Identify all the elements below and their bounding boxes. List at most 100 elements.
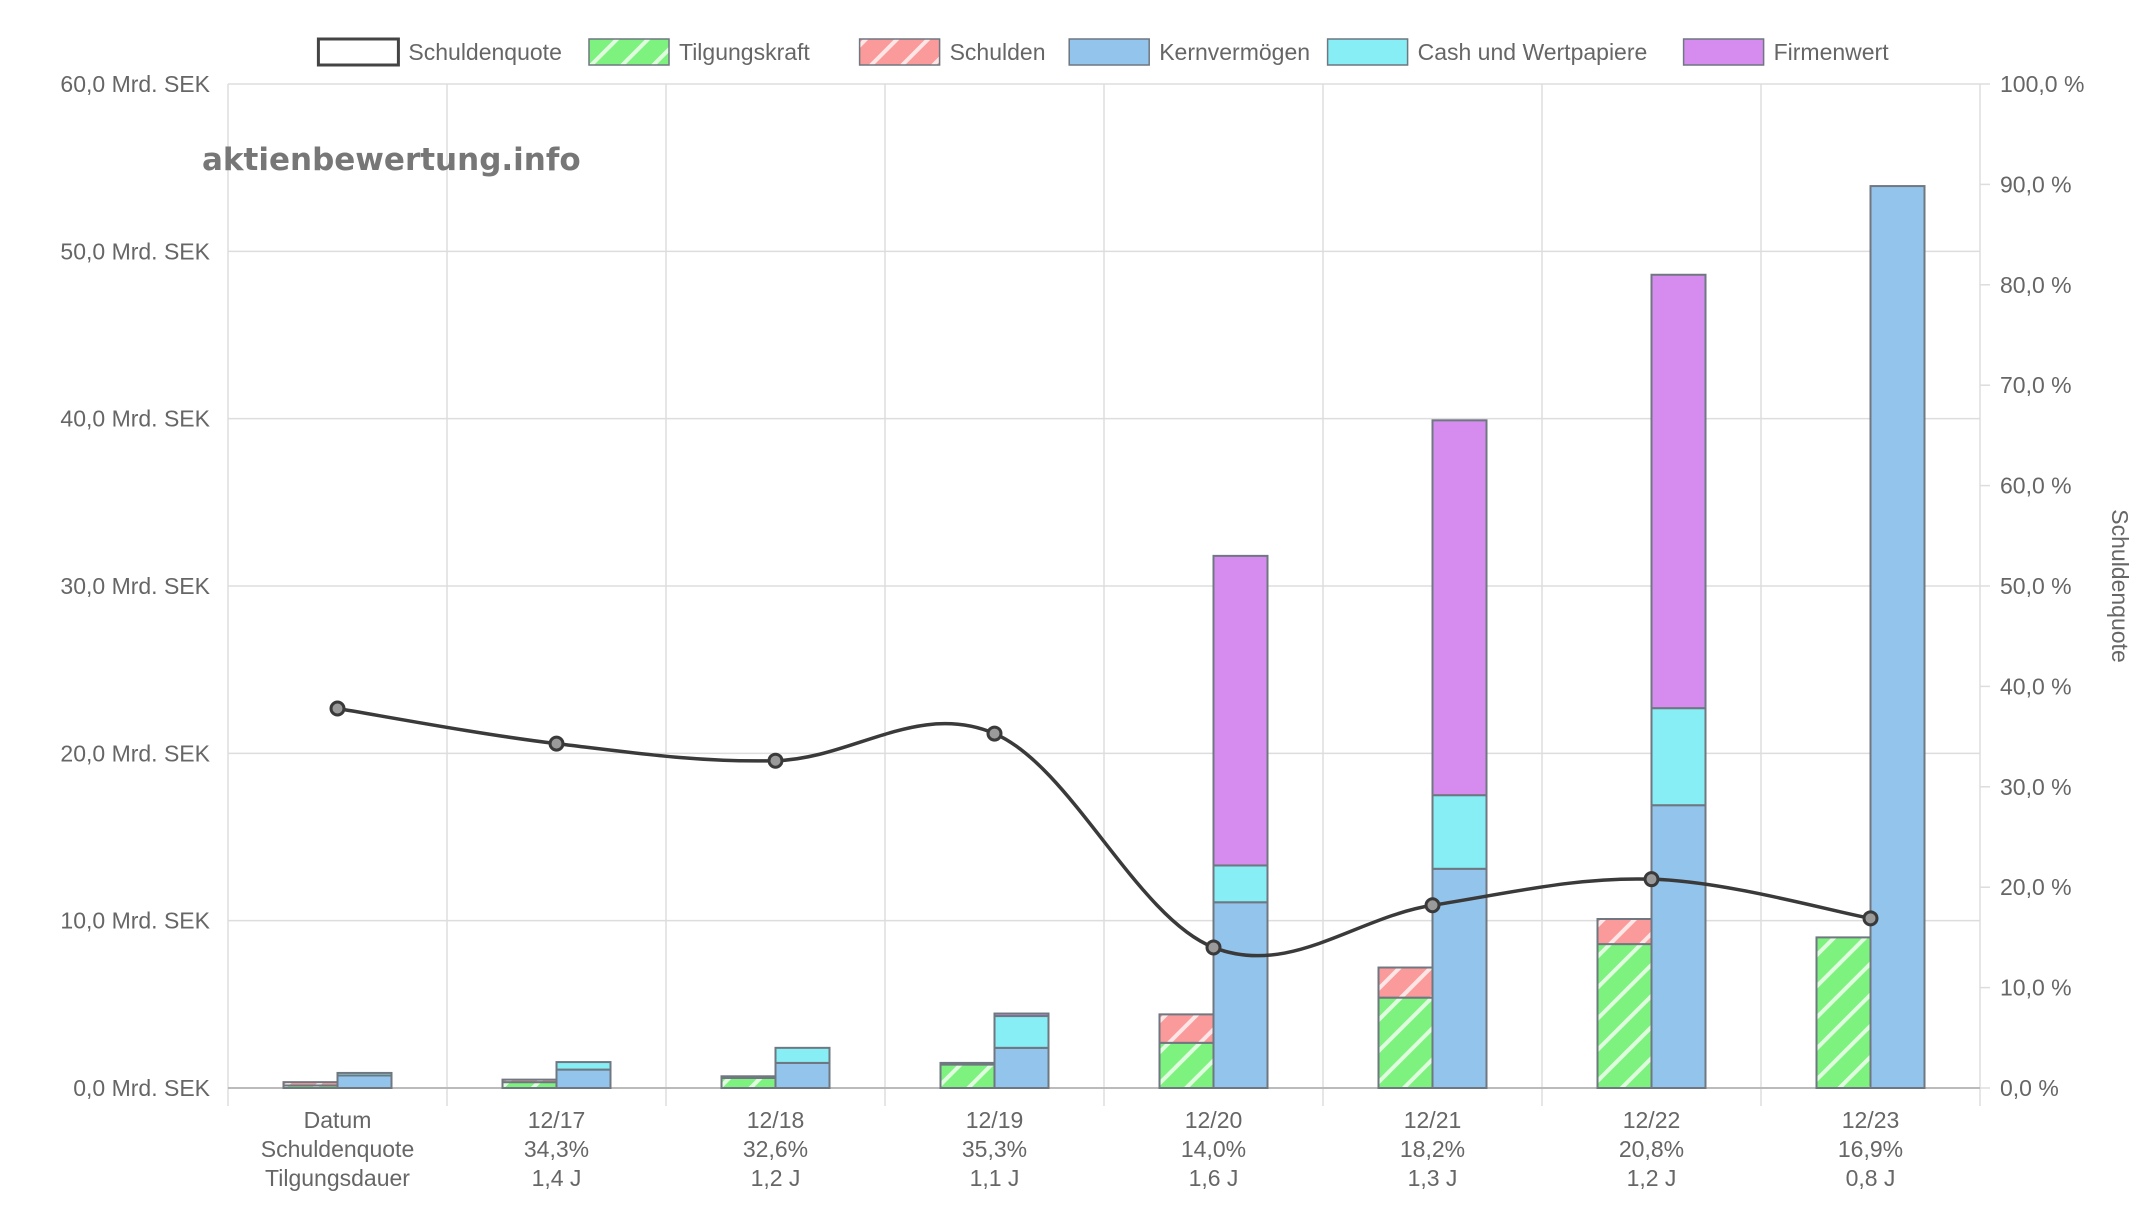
y-right-tick-label: 40,0 % (2000, 673, 2072, 699)
schuldenquote-point (1643, 871, 1660, 888)
watermark: aktienbewertung.info (202, 142, 581, 178)
x-category-label: 1,1 J (970, 1165, 1020, 1191)
legend: Schuldenquote Tilgungskraft Schulden Kernve… (316, 37, 1890, 67)
y-left-tick-label: 20,0 Mrd. SEK (60, 740, 210, 766)
x-category-label: 12/18 (747, 1107, 805, 1133)
y-right-tick-label: 30,0 % (2000, 774, 2072, 800)
bar-kernvermoegen (336, 1074, 393, 1089)
bar-cash (1212, 864, 1269, 904)
bar-cash (993, 1015, 1050, 1049)
bar-cash (1650, 707, 1707, 807)
bar-cash (336, 1071, 393, 1077)
y-right-tick-label: 100,0 % (2000, 71, 2084, 97)
legend-swatch-schulden (858, 38, 941, 66)
y-right-tick-label: 70,0 % (2000, 372, 2072, 398)
x-category-label: 1,6 J (1189, 1165, 1239, 1191)
y-right-tick-label: 0,0 % (2000, 1075, 2059, 1101)
x-category-label: 12/17 (528, 1107, 586, 1133)
y-left-tick-label: 60,0 Mrd. SEK (60, 71, 210, 97)
schuldenquote-line (337, 706, 1871, 958)
bar-tilgungskraft (1377, 996, 1434, 1090)
bar-tilgungskraft (1158, 1041, 1215, 1089)
x-category-label: 20,8% (1619, 1136, 1684, 1162)
schuldenquote-point (767, 752, 784, 769)
schuldenquote-line-layer (329, 700, 1879, 958)
x-category-label: 12/19 (966, 1107, 1024, 1133)
legend-label: Cash und Wertpapiere (1418, 39, 1648, 65)
x-category-label: 1,4 J (532, 1165, 582, 1191)
legend-label: Tilgungskraft (679, 39, 810, 65)
schuldenquote-point (329, 700, 346, 717)
y-right-tick-label: 60,0 % (2000, 473, 2072, 499)
legend-swatch-firmenwert (1682, 38, 1765, 66)
y-left-tick-label: 10,0 Mrd. SEK (60, 908, 210, 934)
x-category-label: 12/22 (1623, 1107, 1681, 1133)
bar-schulden (720, 1075, 777, 1079)
legend-label: Schulden (950, 39, 1046, 65)
bar-schulden (939, 1061, 996, 1066)
bar-cash (1431, 794, 1488, 870)
y-right-axis-title: Schuldenquote (2107, 509, 2133, 662)
y-left-tick-label: 0,0 Mrd. SEK (73, 1075, 210, 1101)
y-right-tick-label: 50,0 % (2000, 573, 2072, 599)
x-category-label: 16,9% (1838, 1136, 1903, 1162)
x-category-label: 1,2 J (1627, 1165, 1677, 1191)
x-category-label: Schuldenquote (261, 1136, 414, 1162)
y-left-tick-label: 40,0 Mrd. SEK (60, 406, 210, 432)
bar-firmenwert (1431, 419, 1488, 797)
bar-tilgungskraft (720, 1076, 777, 1089)
x-category-label: 0,8 J (1846, 1165, 1896, 1191)
x-category-label: 1,3 J (1408, 1165, 1458, 1191)
schuldenquote-point (548, 735, 565, 752)
bar-kernvermoegen (774, 1061, 831, 1090)
y-left-tick-label: 30,0 Mrd. SEK (60, 573, 210, 599)
x-category-label: 32,6% (743, 1136, 808, 1162)
legend-swatch-kernvermoegen (1068, 38, 1150, 66)
bar-kernvermoegen (1212, 901, 1269, 1090)
schuldenquote-point (1205, 939, 1222, 956)
bar-schulden (282, 1081, 339, 1087)
x-category-label: 18,2% (1400, 1136, 1465, 1162)
bar-kernvermoegen (993, 1046, 1050, 1089)
bar-schulden (1158, 1013, 1215, 1044)
grid (227, 83, 1990, 1106)
legend-swatch-schuldenquote (316, 37, 400, 67)
bar-kernvermoegen (1650, 804, 1707, 1089)
schuldenquote-point (1862, 910, 1879, 927)
x-category-label: 12/21 (1404, 1107, 1462, 1133)
x-category-label: 12/20 (1185, 1107, 1243, 1133)
legend-swatch-tilgungskraft (588, 38, 670, 66)
schuldenquote-point (1424, 897, 1441, 914)
x-category-label: 35,3% (962, 1136, 1027, 1162)
bar-schulden (1377, 966, 1434, 999)
bar-kernvermoegen (555, 1068, 612, 1090)
y-right-tick-label: 20,0 % (2000, 874, 2072, 900)
bar-tilgungskraft (939, 1063, 996, 1090)
x-category-label: 14,0% (1181, 1136, 1246, 1162)
legend-swatch-cash (1326, 38, 1409, 66)
bar-schulden (501, 1078, 558, 1084)
bars (282, 185, 1926, 1090)
bar-kernvermoegen (1869, 185, 1926, 1090)
y-right-tick-label: 90,0 % (2000, 171, 2072, 197)
y-right-tick-label: 80,0 % (2000, 272, 2072, 298)
bar-schulden (1596, 917, 1653, 946)
legend-label: Firmenwert (1774, 39, 1890, 65)
x-category-label: 12/23 (1842, 1107, 1900, 1133)
bar-firmenwert (993, 1012, 1050, 1018)
bar-firmenwert (1650, 273, 1707, 710)
axes: 0,0 Mrd. SEK 10,0 Mrd. SEK 20,0 Mrd. SEK 30… (60, 71, 2084, 1191)
bar-tilgungskraft (1596, 943, 1653, 1089)
legend-label: Kernvermögen (1159, 39, 1310, 65)
bar-cash (774, 1046, 831, 1064)
x-category-label: 34,3% (524, 1136, 589, 1162)
y-right-tick-label: 10,0 % (2000, 975, 2072, 1001)
schuldenquote-point (986, 725, 1003, 742)
y-left-tick-label: 50,0 Mrd. SEK (60, 238, 210, 264)
bar-cash (555, 1061, 612, 1071)
legend-label: Schuldenquote (408, 39, 561, 65)
x-category-label: Datum (304, 1107, 372, 1133)
bar-firmenwert (1212, 554, 1269, 867)
bar-tilgungskraft (1815, 936, 1872, 1090)
